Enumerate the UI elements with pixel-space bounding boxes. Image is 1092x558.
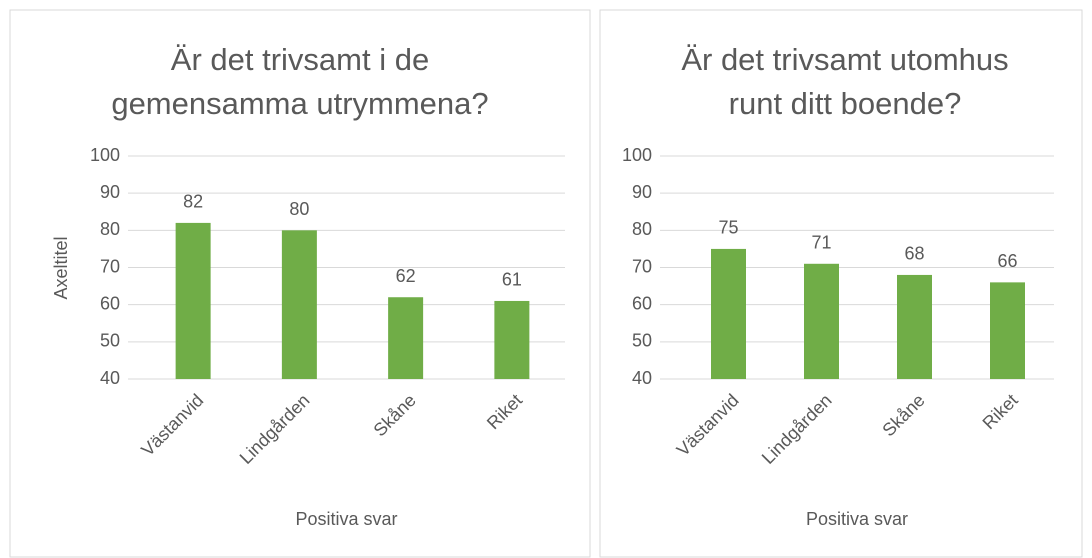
x-tick-label: Västanvid [673,390,743,460]
x-tick-label: Riket [979,390,1022,433]
y-tick-label: 60 [632,293,652,313]
data-label: 75 [718,218,738,238]
data-label: 82 [183,192,203,212]
x-tick-label: Västanvid [137,390,207,460]
bar [990,282,1025,379]
y-tick-label: 100 [90,145,120,165]
x-tick-label: Lindgården [236,390,314,468]
chart-title: Är det trivsamt utomhus runt ditt boende… [681,42,1009,121]
data-label: 61 [502,270,522,290]
x-tick-label: Skåne [878,390,928,440]
bar [281,230,317,379]
y-tick-label: 70 [100,256,120,276]
y-tick-label: 80 [632,219,652,239]
chart-title: Är det trivsamt i de gemensamma utrymmen… [111,42,489,121]
bar [175,222,211,379]
y-tick-label: 80 [100,219,120,239]
bar [897,274,932,379]
y-tick-label: 60 [100,293,120,313]
x-tick-label: Lindgården [758,390,836,468]
y-tick-label: 40 [100,368,120,388]
x-axis-label: Positiva svar [295,509,397,529]
y-axis-label: Axeltitel [51,236,71,299]
y-tick-label: 50 [632,331,652,351]
y-tick-label: 100 [622,145,652,165]
bar [711,248,746,379]
x-tick-label: Skåne [370,390,420,440]
y-tick-label: 70 [632,256,652,276]
y-tick-label: 90 [632,182,652,202]
x-axis-label: Positiva svar [806,509,908,529]
data-label: 71 [811,233,831,253]
data-label: 62 [396,266,416,286]
y-tick-label: 50 [100,331,120,351]
data-label: 80 [289,199,309,219]
bar [494,300,530,379]
data-label: 66 [997,251,1017,271]
data-label: 68 [904,244,924,264]
y-tick-label: 40 [632,368,652,388]
bar [388,297,424,379]
x-tick-label: Riket [483,390,526,433]
bar [804,263,839,379]
panel [9,9,591,558]
panel [599,9,1083,558]
y-tick-label: 90 [100,182,120,202]
